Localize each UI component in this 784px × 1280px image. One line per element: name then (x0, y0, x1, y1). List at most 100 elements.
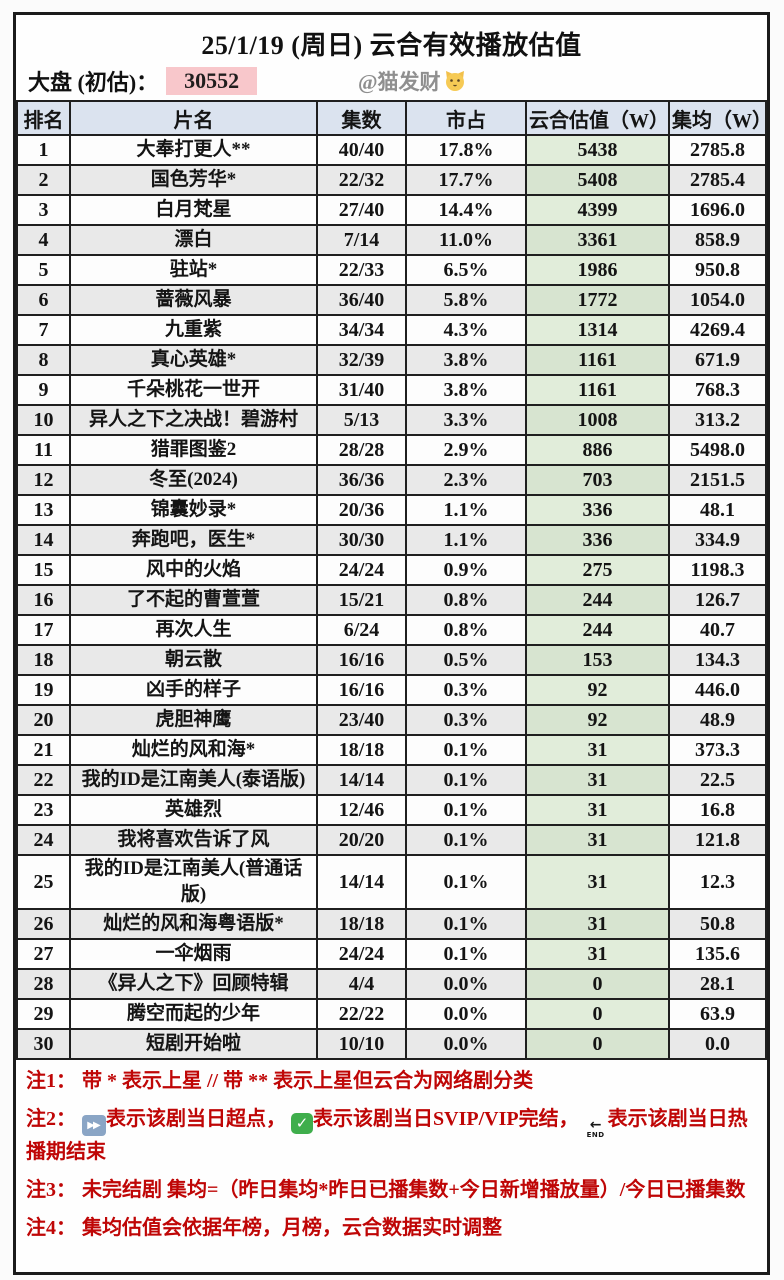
title-cell: 我的ID是江南美人(普通话版) (69, 854, 318, 910)
average-cell: 50.8 (668, 908, 767, 940)
table-row: 14 奔跑吧，医生* 30/30 1.1% 336 334.9 (16, 524, 767, 556)
estimate-cell: 1161 (525, 374, 670, 406)
table-row: 22 我的ID是江南美人(泰语版) 14/14 0.1% 31 22.5 (16, 764, 767, 796)
episodes-cell: 15/21 (316, 584, 407, 616)
rank-cell: 27 (16, 938, 71, 970)
average-cell: 4269.4 (668, 314, 767, 346)
rank-cell: 22 (16, 764, 71, 796)
note-text: 未完结剧 集均=（昨日集均*昨日已播集数+今日新增播放量）/今日已播集数 (82, 1179, 746, 1201)
table-row: 2 国色芳华* 22/32 17.7% 5408 2785.4 (16, 164, 767, 196)
table-row: 15 风中的火焰 24/24 0.9% 275 1198.3 (16, 554, 767, 586)
average-cell: 671.9 (668, 344, 767, 376)
market-summary-row: 大盘 (初估)： 30552 @猫发财 (16, 62, 767, 100)
share-cell: 2.9% (405, 434, 527, 466)
svip-check-icon (291, 1113, 313, 1134)
cat-face-icon (445, 71, 464, 91)
rank-cell: 9 (16, 374, 71, 406)
estimate-cell: 336 (525, 494, 670, 526)
rank-cell: 21 (16, 734, 71, 766)
average-cell: 313.2 (668, 404, 767, 436)
average-cell: 0.0 (668, 1028, 767, 1060)
rank-cell: 2 (16, 164, 71, 196)
report-card: 25/1/19 (周日) 云合有效播放估值 大盘 (初估)： 30552 @猫发… (13, 12, 770, 1275)
col-header-title: 片名 (69, 100, 318, 136)
table-row: 20 虎胆神鹰 23/40 0.3% 92 48.9 (16, 704, 767, 736)
estimate-cell: 31 (525, 854, 670, 910)
rank-cell: 26 (16, 908, 71, 940)
average-cell: 334.9 (668, 524, 767, 556)
notes-section: 注1：带 * 表示上星 // 带 ** 表示上星但云合为网络剧分类注2：表示该剧… (16, 1060, 767, 1257)
rank-cell: 3 (16, 194, 71, 226)
title-cell: 漂白 (69, 224, 318, 256)
title-cell: 锦囊妙录* (69, 494, 318, 526)
estimate-cell: 1008 (525, 404, 670, 436)
share-cell: 2.3% (405, 464, 527, 496)
share-cell: 0.0% (405, 998, 527, 1030)
note-line: 注1： 带 * 表示上星 // 带 ** 表示上星但云合为网络剧分类 (26, 1068, 757, 1095)
share-cell: 1.1% (405, 524, 527, 556)
estimate-cell: 3361 (525, 224, 670, 256)
table-row: 23 英雄烈 12/46 0.1% 31 16.8 (16, 794, 767, 826)
episodes-cell: 24/24 (316, 938, 407, 970)
share-cell: 0.5% (405, 644, 527, 676)
rank-cell: 11 (16, 434, 71, 466)
title-cell: 我的ID是江南美人(泰语版) (69, 764, 318, 796)
share-cell: 3.3% (405, 404, 527, 436)
episodes-cell: 31/40 (316, 374, 407, 406)
share-cell: 11.0% (405, 224, 527, 256)
estimate-cell: 31 (525, 794, 670, 826)
episodes-cell: 22/22 (316, 998, 407, 1030)
episodes-cell: 18/18 (316, 908, 407, 940)
col-header-estimate: 云合估值（W） (525, 100, 670, 136)
title-cell: 灿烂的风和海粤语版* (69, 908, 318, 940)
estimate-cell: 92 (525, 674, 670, 706)
average-cell: 5498.0 (668, 434, 767, 466)
note-label: 注4： (26, 1217, 76, 1239)
title-cell: 奔跑吧，医生* (69, 524, 318, 556)
estimate-cell: 886 (525, 434, 670, 466)
episodes-cell: 5/13 (316, 404, 407, 436)
average-cell: 48.1 (668, 494, 767, 526)
episodes-cell: 7/14 (316, 224, 407, 256)
share-cell: 3.8% (405, 374, 527, 406)
share-cell: 0.0% (405, 968, 527, 1000)
rank-cell: 4 (16, 224, 71, 256)
estimate-cell: 1161 (525, 344, 670, 376)
rank-cell: 23 (16, 794, 71, 826)
episodes-cell: 20/20 (316, 824, 407, 856)
average-cell: 1054.0 (668, 284, 767, 316)
title-cell: 九重紫 (69, 314, 318, 346)
episodes-cell: 28/28 (316, 434, 407, 466)
note-line: 注2： 表示该剧当日超点， 表示该剧当日SVIP/VIP完结， 表示该剧当日热播期… (26, 1106, 757, 1166)
title-cell: 腾空而起的少年 (69, 998, 318, 1030)
episodes-cell: 24/24 (316, 554, 407, 586)
episodes-cell: 14/14 (316, 854, 407, 910)
col-header-share: 市占 (405, 100, 527, 136)
header-row: 排名 片名 集数 市占 云合估值（W） 集均（W） (16, 100, 767, 136)
title-cell: 一伞烟雨 (69, 938, 318, 970)
note-line: 注4： 集均估值会依据年榜，月榜，云合数据实时调整 (26, 1215, 757, 1242)
rank-cell: 28 (16, 968, 71, 1000)
title-cell: 朝云散 (69, 644, 318, 676)
table-row: 24 我将喜欢告诉了风 20/20 0.1% 31 121.8 (16, 824, 767, 856)
market-total-value: 30552 (166, 67, 258, 95)
share-cell: 17.7% (405, 164, 527, 196)
credit-handle: @猫发财 (358, 70, 441, 94)
rank-cell: 19 (16, 674, 71, 706)
average-cell: 1198.3 (668, 554, 767, 586)
table-row: 29 腾空而起的少年 22/22 0.0% 0 63.9 (16, 998, 767, 1030)
share-cell: 5.8% (405, 284, 527, 316)
episodes-cell: 40/40 (316, 134, 407, 166)
average-cell: 2151.5 (668, 464, 767, 496)
estimate-cell: 244 (525, 584, 670, 616)
average-cell: 1696.0 (668, 194, 767, 226)
share-cell: 3.8% (405, 344, 527, 376)
average-cell: 22.5 (668, 764, 767, 796)
note-label: 注2： (26, 1108, 76, 1130)
average-cell: 16.8 (668, 794, 767, 826)
estimate-cell: 5408 (525, 164, 670, 196)
share-cell: 0.8% (405, 584, 527, 616)
market-label: 大盘 (初估)： (28, 70, 159, 95)
ranking-table: 排名 片名 集数 市占 云合估值（W） 集均（W） 1 大奉打更人** 40/40 1… (16, 100, 767, 1060)
